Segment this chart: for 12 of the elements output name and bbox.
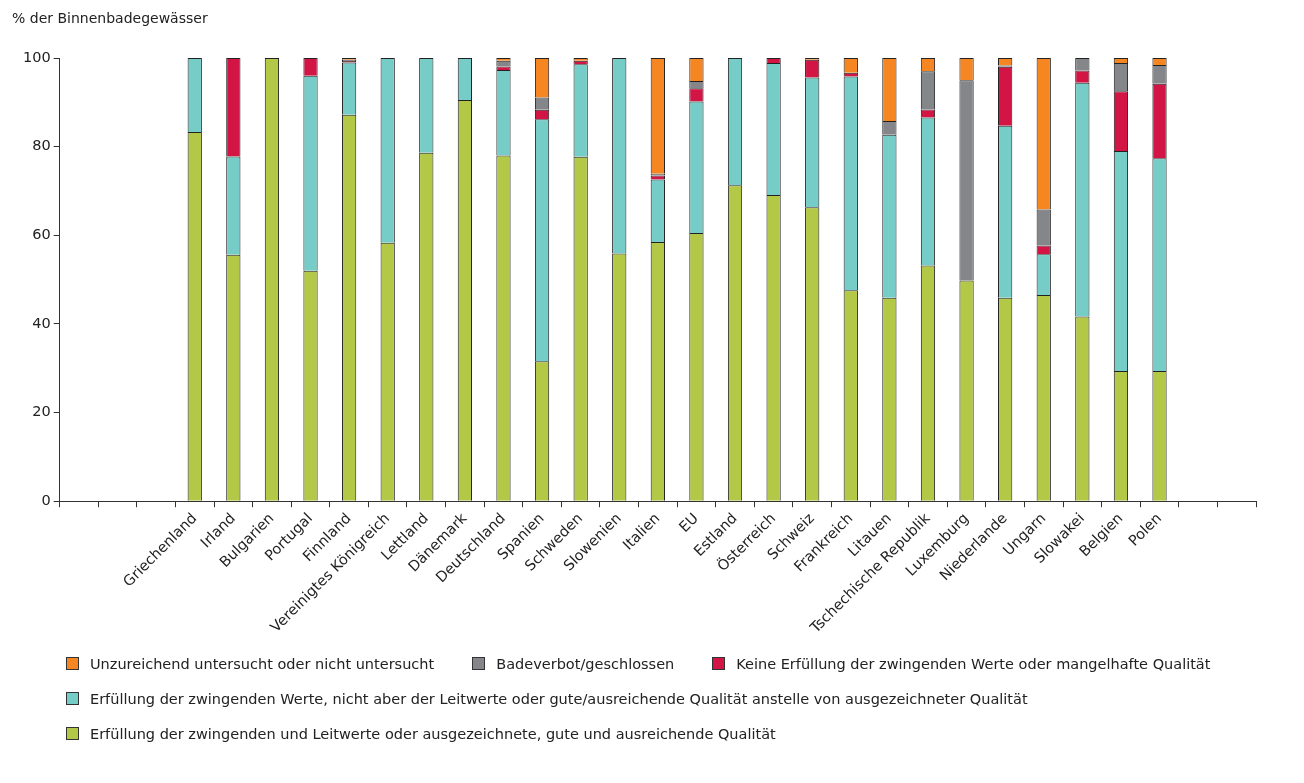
y-tick-label: 80	[32, 137, 51, 154]
legend-label: Erfüllung der zwingenden und Leitwerte oder ausgezeichnete, gute und ausreichende Qualität	[90, 725, 776, 742]
legend-label: Erfüllung der zwingenden Werte, nicht aber der Leitwerte oder gute/ausreichende Qualität anstelle von ausgezeichneter Qualität	[90, 690, 1028, 707]
y-tick-label: 60	[32, 226, 51, 243]
legend-label: Unzureichend untersucht oder nicht untersucht	[90, 655, 435, 672]
legend-label: Keine Erfüllung der zwingenden Werte oder mangelhafte Qualität	[736, 655, 1211, 672]
y-tick-label: 40	[32, 314, 51, 331]
y-tick-label: 100	[22, 48, 51, 65]
y-axis-title: % der Binnenbadegewässer	[12, 10, 208, 26]
legend-label: Badeverbot/geschlossen	[496, 655, 675, 672]
y-tick-label: 0	[41, 491, 51, 508]
y-tick-label: 20	[32, 403, 51, 420]
